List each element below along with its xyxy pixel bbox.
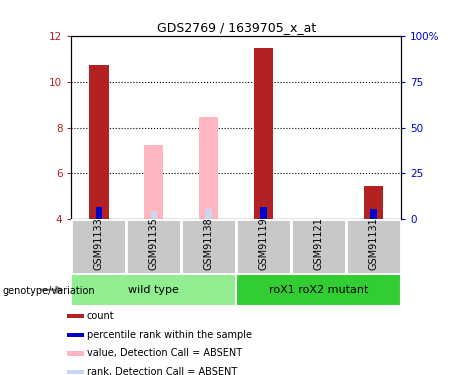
Bar (67, 314, 84, 318)
Bar (364, 186, 383, 219)
Bar (181, 219, 236, 274)
Bar (95, 207, 102, 219)
Bar (151, 211, 157, 219)
Bar (71, 219, 126, 274)
Bar (206, 209, 212, 219)
Bar (199, 117, 219, 219)
Bar (89, 66, 108, 219)
Text: GSM91133: GSM91133 (94, 217, 104, 270)
Bar (254, 48, 273, 219)
Bar (144, 145, 164, 219)
Text: rank, Detection Call = ABSENT: rank, Detection Call = ABSENT (87, 367, 237, 375)
Title: GDS2769 / 1639705_x_at: GDS2769 / 1639705_x_at (157, 21, 316, 34)
Text: genotype/variation: genotype/variation (2, 286, 95, 296)
Bar (260, 207, 267, 219)
Text: count: count (87, 311, 114, 321)
Bar (291, 219, 346, 274)
Bar (370, 209, 377, 219)
Text: GSM91121: GSM91121 (313, 217, 324, 270)
Bar (67, 333, 84, 337)
Bar (236, 219, 291, 274)
Bar (126, 219, 181, 274)
Text: value, Detection Call = ABSENT: value, Detection Call = ABSENT (87, 348, 242, 358)
Text: percentile rank within the sample: percentile rank within the sample (87, 330, 252, 340)
Text: GSM91135: GSM91135 (149, 217, 159, 270)
Text: GSM91138: GSM91138 (204, 217, 214, 270)
Text: GSM91131: GSM91131 (369, 217, 378, 270)
Text: roX1 roX2 mutant: roX1 roX2 mutant (269, 285, 368, 295)
Bar (236, 274, 401, 306)
Text: wild type: wild type (129, 285, 179, 295)
Bar (71, 274, 236, 306)
Text: GSM91119: GSM91119 (259, 217, 269, 270)
Bar (67, 370, 84, 375)
Bar (67, 351, 84, 356)
Bar (346, 219, 401, 274)
